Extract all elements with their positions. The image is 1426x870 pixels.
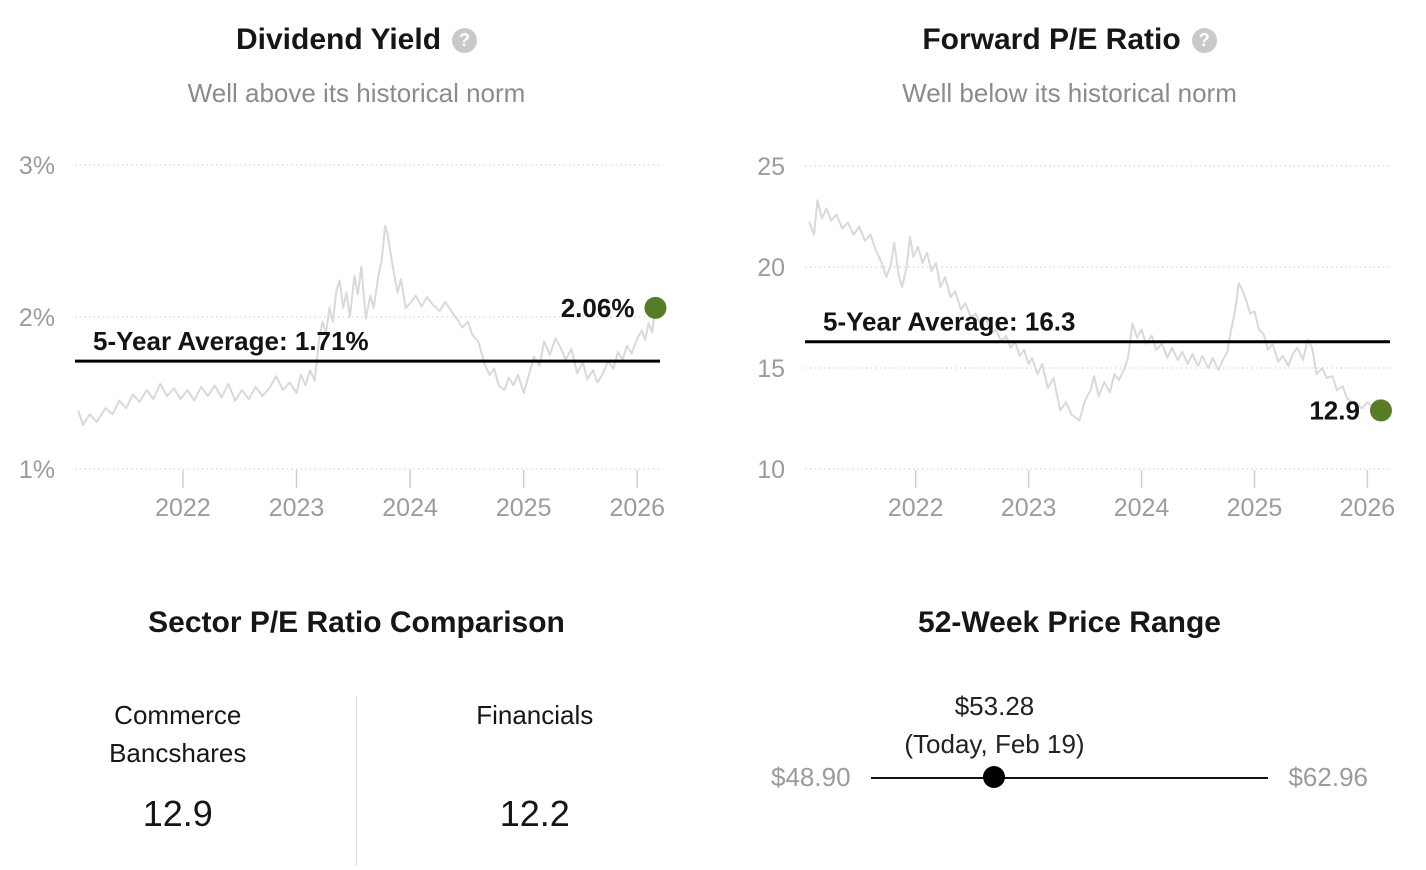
top-row: Dividend Yield ? Well above its historic… [0,0,1426,522]
price-range-slider: $48.90 $53.28 (Today, Feb 19) $62.96 [713,691,1426,852]
average-label: 5-Year Average: 1.71% [93,326,369,356]
x-axis-label: 2022 [888,494,944,522]
y-axis-label: 3% [19,152,55,180]
current-value-label: 12.9 [1309,395,1360,425]
x-axis-label: 2025 [1227,494,1283,522]
sector-pe-value: 12.2 [499,793,570,834]
company-pe-value: 12.9 [142,793,213,834]
sector-comparison-table: Commerce Bancshares 12.9 Financials 12.2 [0,696,713,866]
x-axis-label: 2024 [1114,494,1170,522]
current-value-dot [1369,399,1392,422]
panel-sector-comparison: Sector P/E Ratio Comparison Commerce Ban… [0,522,713,866]
dividend-yield-subtitle: Well above its historical norm [187,78,526,108]
x-axis-label: 2026 [1340,494,1396,522]
series-line [77,224,657,426]
panel-price-range: 52-Week Price Range $48.90 $53.28 (Today… [713,522,1426,866]
current-value-dot [644,296,667,319]
dividend-yield-title: Dividend Yield [235,23,442,56]
panel-dividend-yield: Dividend Yield ? Well above its historic… [0,0,713,522]
price-marker-dot[interactable] [983,766,1006,788]
forward-pe-chart: 25 20 15 10 2022 2023 2024 2025 2026 5-Year Avera… [757,153,1396,522]
price-range-title: 52-Week Price Range [918,606,1221,639]
sector-comparison-title: Sector P/E Ratio Comparison [148,606,565,639]
sector-column-sector: Financials 12.2 [357,696,714,866]
price-range-track: $53.28 (Today, Feb 19) [870,691,1269,852]
current-price-value: $53.28 [954,691,1035,721]
x-axis-label: 2025 [496,494,552,522]
range-low-label: $48.90 [771,761,851,792]
help-icon[interactable]: ? [452,27,478,53]
forward-pe-subtitle: Well below its historical norm [902,78,1237,108]
x-axis-label: 2023 [1001,494,1057,522]
y-axis-label: 15 [757,355,785,383]
company-name: Commerce Bancshares [109,700,247,768]
x-axis-label: 2023 [269,494,325,522]
panel-forward-pe: Forward P/E Ratio ? Well below its histo… [713,0,1426,522]
current-price-date: (Today, Feb 19) [904,729,1085,759]
sector-name: Financials [476,700,594,730]
current-value-label: 2.06% [561,293,635,323]
dividend-yield-chart: 3% 2% 1% 2022 2023 2024 2025 2026 5-Year Average… [19,152,667,522]
current-price-block: $53.28 (Today, Feb 19) [904,687,1084,763]
y-axis-label: 25 [757,153,785,181]
y-axis-label: 1% [19,456,55,484]
y-axis-label: 2% [19,304,55,332]
forward-pe-header: Forward P/E Ratio ? [713,0,1426,60]
y-axis-label: 10 [757,456,785,484]
range-line [870,777,1269,779]
forward-pe-title: Forward P/E Ratio [922,23,1181,56]
x-axis-label: 2022 [155,494,211,522]
x-axis-label: 2024 [382,494,438,522]
dividend-yield-header: Dividend Yield ? [0,0,713,60]
bottom-row: Sector P/E Ratio Comparison Commerce Ban… [0,522,1426,866]
y-axis-label: 20 [757,254,785,282]
help-icon[interactable]: ? [1191,27,1217,53]
sector-column-company: Commerce Bancshares 12.9 [0,696,357,866]
series-line [808,199,1382,422]
range-high-label: $62.96 [1288,761,1368,792]
average-label: 5-Year Average: 16.3 [823,307,1075,337]
x-axis-label: 2026 [609,494,665,522]
